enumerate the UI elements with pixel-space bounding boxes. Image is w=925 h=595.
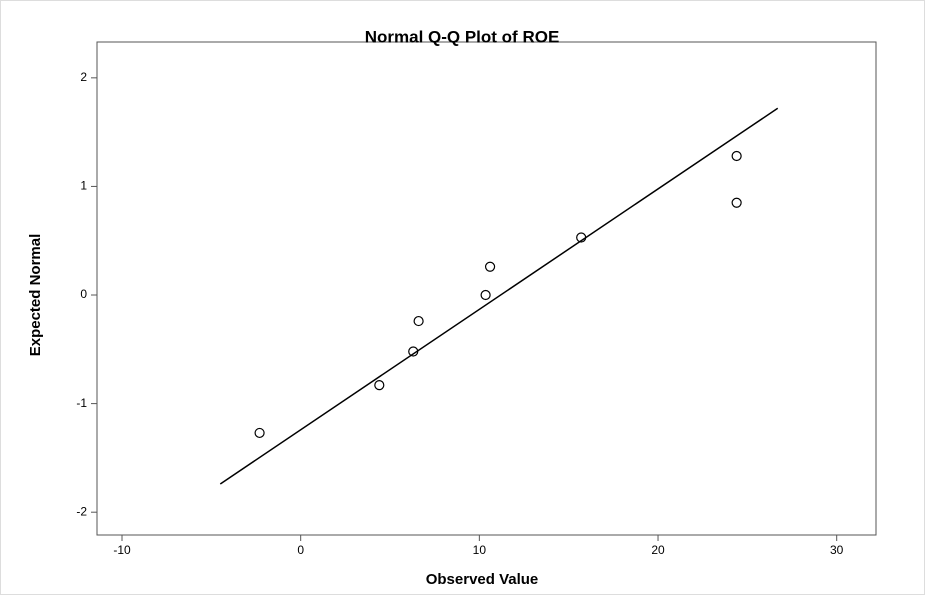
y-tick-label: 1 [80,179,87,193]
point [374,380,385,391]
point [731,150,742,162]
y-tick-label: 0 [80,287,87,301]
x-axis-label: Observed Value [426,571,539,588]
point [484,261,496,272]
y-tick-label: 2 [80,70,87,84]
x-tick-label: 30 [830,543,844,557]
chart-title: Normal Q-Q Plot of ROE [365,27,560,46]
point [254,427,265,439]
point [413,315,424,327]
point [731,197,742,208]
y-axis-label: Expected Normal [27,234,44,357]
reference-line [219,107,779,485]
x-tick-label: 20 [651,543,665,557]
x-tick-label: -10 [113,543,131,557]
plot-area [96,41,877,536]
x-tick-label: 10 [473,543,487,557]
point [408,346,419,357]
y-tick-label: -2 [76,504,87,518]
x-tick-label: 0 [297,543,304,557]
point [576,232,587,243]
point [480,289,491,301]
y-tick-label: -1 [76,396,87,410]
